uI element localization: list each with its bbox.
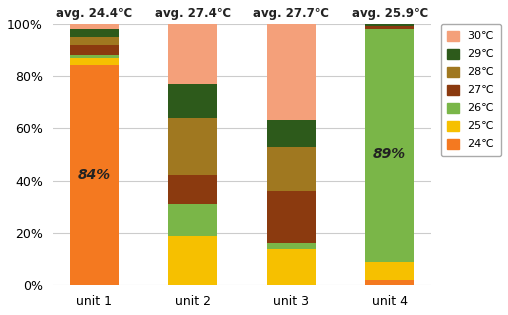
Bar — [168, 236, 217, 285]
Bar — [365, 280, 414, 285]
Bar — [365, 262, 414, 280]
Bar — [365, 24, 414, 26]
Text: avg. 27.7℃: avg. 27.7℃ — [253, 7, 329, 20]
Text: avg. 24.4℃: avg. 24.4℃ — [56, 7, 133, 20]
Bar — [267, 191, 316, 243]
Bar — [267, 243, 316, 249]
Text: 89%: 89% — [373, 147, 406, 162]
Bar — [70, 55, 119, 58]
Bar — [168, 175, 217, 204]
Text: 84%: 84% — [78, 169, 111, 182]
Bar — [267, 146, 316, 191]
Legend: 30℃, 29℃, 28℃, 27℃, 26℃, 25℃, 24℃: 30℃, 29℃, 28℃, 27℃, 26℃, 25℃, 24℃ — [441, 24, 501, 156]
Bar — [168, 204, 217, 236]
Bar — [70, 58, 119, 66]
Bar — [267, 24, 316, 120]
Bar — [70, 24, 119, 29]
Bar — [267, 249, 316, 285]
Bar — [168, 118, 217, 175]
Bar — [168, 84, 217, 118]
Bar — [70, 37, 119, 44]
Bar — [70, 44, 119, 55]
Bar — [365, 29, 414, 262]
Bar — [267, 120, 316, 146]
Bar — [70, 29, 119, 37]
Text: avg. 25.9℃: avg. 25.9℃ — [352, 7, 428, 20]
Text: avg. 27.4℃: avg. 27.4℃ — [155, 7, 231, 20]
Bar — [70, 66, 119, 285]
Bar — [365, 26, 414, 29]
Bar — [168, 24, 217, 84]
